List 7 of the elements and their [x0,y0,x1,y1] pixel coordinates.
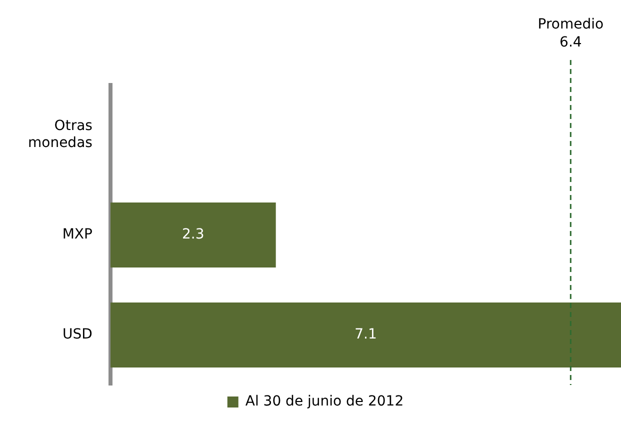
ref-line-label: Promedio 6.4 [538,16,604,51]
y-tick-label: USD [62,326,92,343]
data-label: 7.1 [354,326,377,343]
y-tick-label: Otras monedas [28,118,92,152]
legend-label: Al 30 de junio de 2012 [245,394,404,410]
data-label: 2.3 [182,226,204,243]
y-tick-label: MXP [62,226,92,243]
